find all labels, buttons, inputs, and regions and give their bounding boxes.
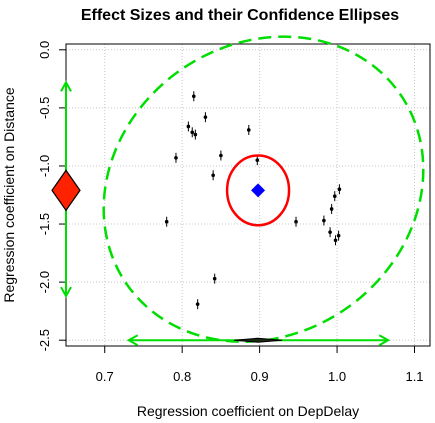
x-tick-label: 1.0	[328, 369, 346, 384]
data-point	[337, 187, 342, 191]
y-axis: 0.0 -0.5 -1.0 -1.5 -2.0 -2.5	[37, 41, 66, 351]
data-point	[322, 218, 326, 223]
data-point	[186, 124, 191, 129]
point-estimate	[251, 183, 266, 198]
data-point	[193, 132, 198, 137]
estimate-diamond	[251, 183, 266, 198]
data-point	[336, 233, 341, 238]
data-point	[333, 238, 338, 243]
marginal-x-arrow-right	[378, 334, 391, 347]
chart-title: Effect Sizes and their Confidence Ellips…	[81, 7, 399, 24]
y-tick-label: 0.0	[37, 41, 52, 59]
data-point	[211, 173, 215, 178]
y-axis-label: Regression coefficient on Distance	[1, 87, 17, 303]
marginal-x-arrow-left	[126, 334, 139, 347]
y-tick-label: -0.5	[37, 97, 52, 119]
x-tick-label: 0.9	[251, 369, 269, 384]
y-tick-label: -1.5	[37, 213, 52, 235]
x-tick-label: 0.7	[96, 369, 114, 384]
marginal-x-diamond	[234, 337, 283, 343]
marginal-y-arrow-bottom	[60, 286, 72, 299]
outer-confidence-ellipse	[102, 35, 425, 343]
data-point	[203, 115, 208, 119]
y-tick-label: -2.5	[37, 329, 52, 351]
data-point	[212, 276, 217, 281]
x-axis-label: Regression coefficient on DepDelay	[137, 403, 359, 419]
data-point	[191, 94, 196, 99]
data-point	[329, 207, 334, 211]
data-point	[174, 156, 178, 160]
data-point	[195, 302, 200, 306]
data-point	[255, 158, 260, 162]
data-point	[332, 194, 337, 198]
y-tick-label: -2.0	[37, 271, 52, 293]
data-point	[246, 128, 251, 132]
data-point	[294, 219, 298, 224]
inner-confidence-ellipse	[225, 154, 291, 227]
y-tick-label: -1.0	[37, 155, 52, 177]
x-axis: 0.7 0.8 0.9 1.0 1.1	[96, 346, 424, 384]
data-points	[164, 91, 342, 310]
data-point	[219, 153, 223, 158]
data-point	[190, 130, 195, 135]
marginal-y-arrow-top	[60, 80, 72, 92]
marginal-intervals	[51, 80, 391, 347]
outer-ellipse-path	[102, 35, 425, 343]
grid	[66, 44, 430, 346]
x-tick-label: 1.1	[405, 369, 423, 384]
inner-ellipse-path	[225, 154, 291, 227]
data-point	[328, 230, 332, 234]
data-point	[164, 219, 169, 224]
marginal-y-diamond	[51, 169, 81, 212]
x-tick-label: 0.8	[173, 369, 191, 384]
plot-frame	[65, 43, 431, 347]
